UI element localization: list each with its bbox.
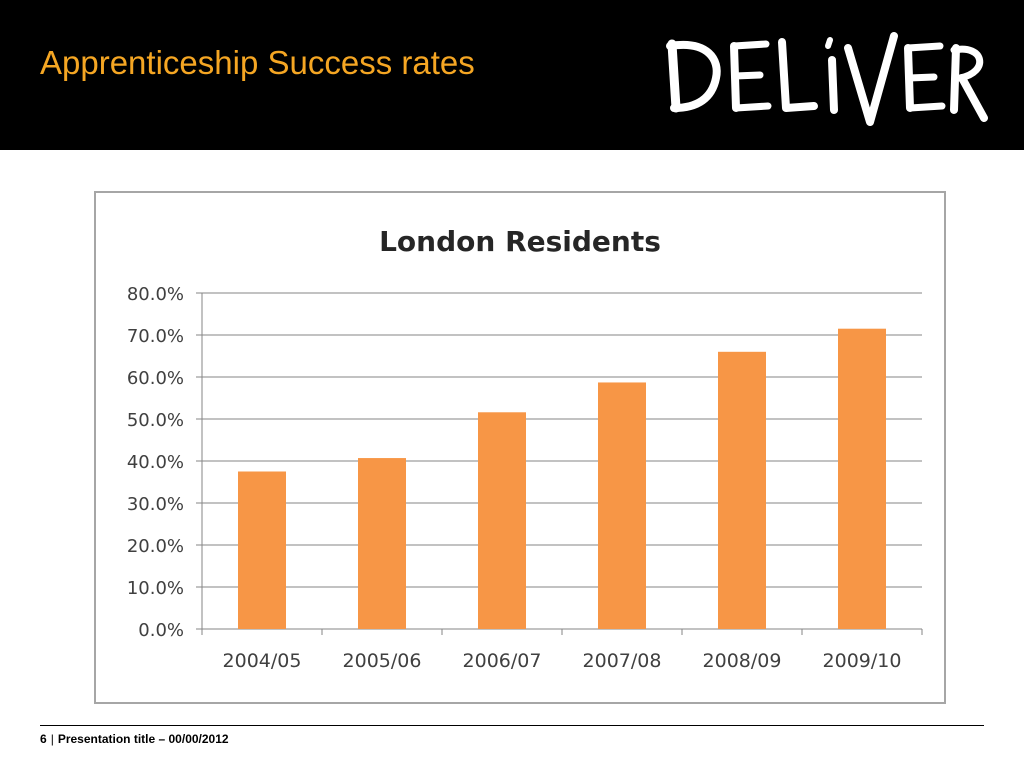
y-tick-label: 70.0%: [127, 326, 184, 347]
x-axis-ticks: 2004/05 2005/06 2006/07 2007/08 2008/09 2009/…: [223, 650, 902, 672]
slide-title: Apprenticeship Success rates: [40, 44, 475, 81]
bar-2006-07: [478, 412, 526, 629]
y-tick-label: 50.0%: [127, 410, 184, 431]
y-tick-label: 80.0%: [127, 284, 184, 305]
x-tick-label: 2009/10: [823, 650, 902, 672]
bar-2004-05: [238, 471, 286, 629]
gridlines: [196, 292, 923, 635]
footer-divider: [40, 725, 984, 726]
footer-text: Presentation title – 00/00/2012: [57, 732, 229, 746]
y-axis-ticks: 0.0% 10.0% 20.0% 30.0% 40.0% 50.0% 60.0% 70.0% 8…: [127, 284, 184, 641]
y-tick-label: 60.0%: [127, 368, 184, 389]
bars: [238, 328, 886, 629]
x-tick-label: 2004/05: [223, 650, 302, 672]
bar-2008-09: [718, 351, 766, 629]
x-tick-label: 2007/08: [583, 650, 662, 672]
chart-title: London Residents: [379, 225, 661, 258]
x-tick-label: 2008/09: [703, 650, 782, 672]
y-tick-label: 30.0%: [127, 494, 184, 515]
bar-2007-08: [598, 382, 646, 629]
page-number: 6: [40, 732, 47, 746]
chart-frame: London Residents 0.0% 10.0% 20.0% 30.0% 40.0…: [94, 191, 946, 704]
y-tick-label: 10.0%: [127, 578, 184, 599]
header-bar: Apprenticeship Success rates: [0, 0, 1024, 150]
x-tick-label: 2006/07: [463, 650, 542, 672]
deliver-logo: [666, 32, 988, 126]
x-tick-label: 2005/06: [343, 650, 422, 672]
bar-2005-06: [358, 458, 406, 629]
y-tick-label: 0.0%: [138, 620, 184, 641]
bar-chart: London Residents 0.0% 10.0% 20.0% 30.0% 40.0…: [127, 225, 923, 672]
footer-separator: |: [50, 732, 54, 746]
footer: 6 | Presentation title – 00/00/2012: [40, 732, 229, 746]
y-tick-label: 20.0%: [127, 536, 184, 557]
bar-2009-10: [838, 328, 886, 629]
y-tick-label: 40.0%: [127, 452, 184, 473]
